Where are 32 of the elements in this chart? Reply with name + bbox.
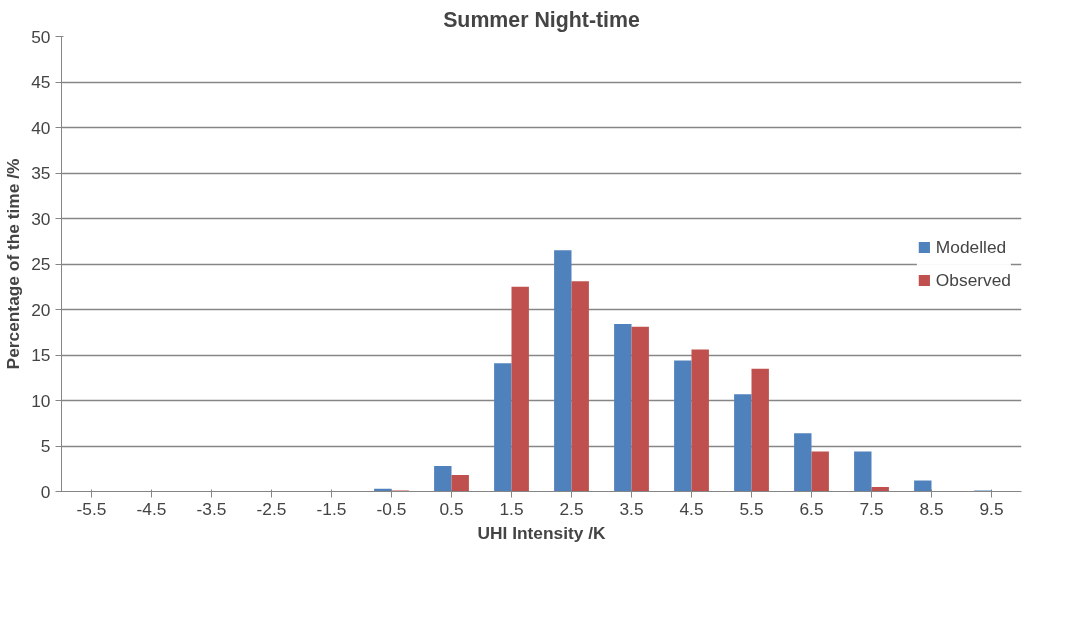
x-tick-label: 5.5 xyxy=(739,498,764,519)
y-tick-label: 40 xyxy=(31,117,51,138)
x-tick-label: 7.5 xyxy=(859,498,884,519)
x-tick-label: 8.5 xyxy=(919,498,944,519)
x-tick-label: 3.5 xyxy=(619,498,644,519)
x-tick-label: -5.5 xyxy=(76,498,107,519)
x-tick-label: -3.5 xyxy=(196,498,227,519)
chart-title: Summer Night-time xyxy=(443,7,640,32)
y-tick-label: 45 xyxy=(31,72,51,92)
x-tick-label: -0.5 xyxy=(376,498,407,519)
y-tick-label: 30 xyxy=(31,208,51,229)
y-tick-label: 5 xyxy=(40,436,51,456)
legend-label: Modelled xyxy=(935,236,1007,258)
x-tick-label: 4.5 xyxy=(679,498,704,519)
x-tick-label: -2.5 xyxy=(256,498,287,519)
y-tick-label: 25 xyxy=(31,254,51,274)
x-tick-label: 6.5 xyxy=(799,498,824,519)
x-tick-label: 0.5 xyxy=(439,498,464,519)
y-tick-label: 35 xyxy=(31,163,51,183)
x-tick-label: 9.5 xyxy=(979,498,1004,519)
y-axis-title: Percentage of the time /% xyxy=(3,158,24,370)
x-tick-label: 2.5 xyxy=(559,498,584,519)
y-tick-label: 0 xyxy=(40,481,51,502)
x-axis-title: UHI Intensity /K xyxy=(477,522,607,543)
y-tick-label: 50 xyxy=(31,26,51,47)
legend-label: Observed xyxy=(935,269,1011,291)
y-tick-label: 20 xyxy=(31,299,51,320)
x-tick-label: 1.5 xyxy=(499,498,524,519)
x-tick-label: -4.5 xyxy=(136,498,167,519)
x-tick-label: -1.5 xyxy=(316,498,347,519)
y-tick-label: 15 xyxy=(31,345,51,365)
y-tick-label: 10 xyxy=(31,390,51,411)
